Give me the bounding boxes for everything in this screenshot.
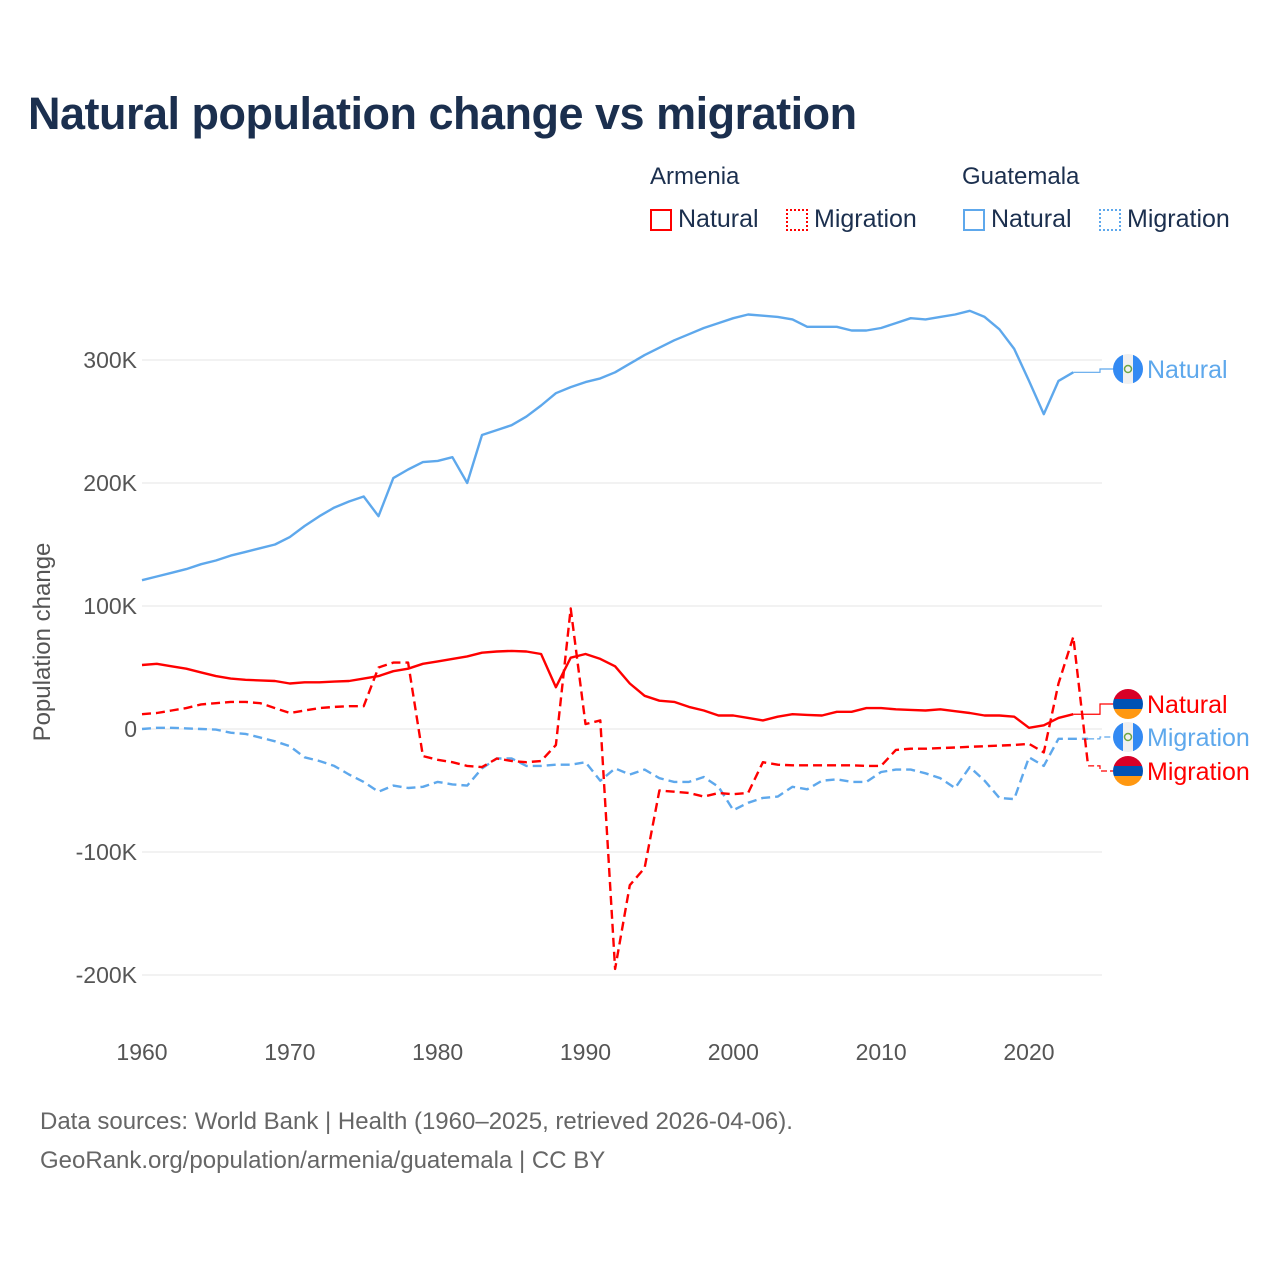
y-tick-label: -100K (76, 839, 138, 865)
series-line-armenia-migration (141, 607, 1090, 971)
series-line-guatemala-migration (141, 726, 1089, 812)
label-connector (1088, 765, 1113, 772)
flag-stripe (1113, 776, 1143, 786)
legend-guatemala-natural[interactable]: Natural (963, 205, 1072, 234)
flag-body (1113, 354, 1143, 384)
footer-link[interactable]: GeoRank.org/population/armenia/guatemala… (40, 1147, 606, 1174)
x-tick-label: 1960 (116, 1039, 167, 1065)
legend-armenia-natural[interactable]: Natural (650, 205, 759, 234)
y-tick-label: 0 (124, 716, 137, 742)
flag-stripe (1113, 709, 1143, 719)
series-line-armenia-natural (141, 649, 1074, 729)
y-tick-label: 200K (83, 470, 137, 496)
legend-label: Natural (991, 205, 1072, 233)
x-tick-label: 1990 (560, 1039, 611, 1065)
y-tick-label: 300K (83, 347, 137, 373)
x-tick-label: 2000 (708, 1039, 759, 1065)
x-tick-label: 1970 (264, 1039, 315, 1065)
label-connector (1073, 703, 1113, 715)
x-tick-label: 2020 (1003, 1039, 1054, 1065)
y-axis-label: Population change (29, 543, 56, 742)
flag-body (1113, 756, 1143, 786)
legend-swatch-dotted (1099, 208, 1121, 231)
flag-stripe (1133, 354, 1143, 384)
legend-label: Migration (1127, 205, 1230, 233)
y-tick-label: 100K (83, 593, 137, 619)
armenia-flag-icon (1113, 689, 1143, 719)
x-tick-label: 2010 (856, 1039, 907, 1065)
y-tick-label: -200K (76, 962, 138, 988)
armenia-flag-icon (1113, 756, 1143, 786)
flag-stripe (1133, 722, 1143, 752)
flag-body (1113, 689, 1143, 719)
flag-stripe (1113, 722, 1123, 752)
flag-stripe (1113, 766, 1143, 776)
x-tick-label: 1980 (412, 1039, 463, 1065)
flag-emblem (1123, 732, 1133, 742)
guatemala-flag-icon (1113, 354, 1143, 384)
legend-group-guatemala: Guatemala (962, 163, 1080, 190)
chart-title: Natural population change vs migration (28, 88, 857, 139)
flag-body (1113, 722, 1143, 752)
footer-sources: Data sources: World Bank | Health (1960–… (40, 1108, 793, 1135)
legend-swatch-dotted (786, 208, 808, 231)
legend-group-armenia: Armenia (650, 163, 740, 190)
legend-label: Migration (814, 205, 917, 233)
legend-swatch-solid (963, 208, 985, 231)
legend-swatch-solid (650, 208, 672, 231)
flag-stripe (1113, 354, 1123, 384)
label-connector (1088, 736, 1113, 740)
flag-emblem (1123, 364, 1133, 374)
series-end-label: Migration (1147, 758, 1250, 786)
flag-stripe (1113, 699, 1143, 709)
label-connector (1073, 368, 1113, 373)
flag-stripe (1113, 689, 1143, 699)
flag-stripe (1113, 756, 1143, 766)
series-line-guatemala-natural (141, 309, 1074, 582)
guatemala-flag-icon (1113, 722, 1143, 752)
legend-armenia-migration[interactable]: Migration (786, 205, 917, 234)
legend-label: Natural (678, 205, 759, 233)
series-end-label: Migration (1147, 724, 1250, 752)
series-end-label: Natural (1147, 691, 1228, 719)
legend-guatemala-migration[interactable]: Migration (1099, 205, 1230, 234)
series-end-label: Natural (1147, 356, 1228, 384)
